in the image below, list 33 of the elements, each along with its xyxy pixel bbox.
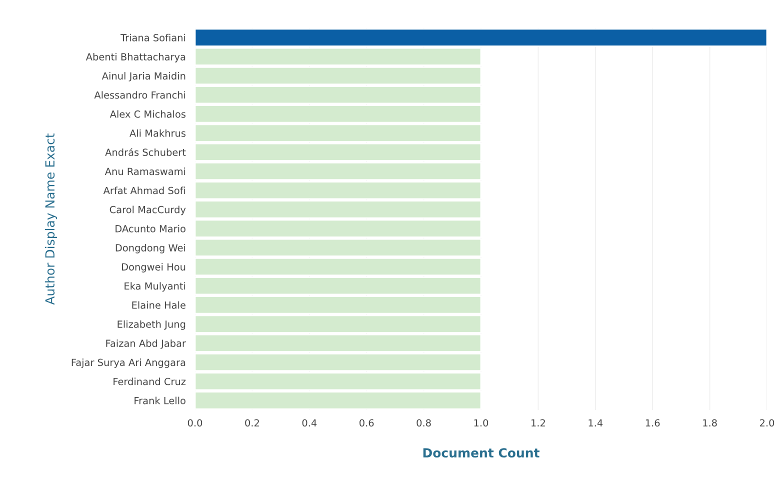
y-tick-label: Elizabeth Jung (118, 320, 186, 330)
x-tick-label: 1.0 (474, 419, 488, 427)
x-axis-title: Document Count (423, 448, 540, 458)
x-tick-label: 1.8 (703, 419, 717, 427)
y-tick-label: Ainul Jaria Maidin (102, 72, 186, 82)
y-tick-label: Dongdong Wei (116, 244, 186, 254)
x-tick-label: 0.2 (245, 419, 259, 427)
x-tick-label: 2.0 (760, 419, 774, 427)
y-tick-label: Arfat Ahmad Sofi (103, 186, 186, 194)
x-tick-label: 1.4 (588, 419, 603, 426)
y-axis-title: Author Display Name Exact (44, 133, 58, 305)
x-tick-label: 0.0 (188, 419, 202, 427)
x-tick-label: 0.8 (416, 419, 431, 427)
y-tick-label: Fajar Surya Ari Anggara (72, 358, 186, 368)
x-tick-label: 0.4 (302, 419, 317, 427)
y-tick-label: András Schubert (105, 148, 186, 156)
y-tick-label: DAcunto Mario (116, 224, 186, 232)
x-tick-label: 1.6 (646, 419, 660, 427)
y-tick-label: Elaine Hale (132, 301, 186, 309)
y-tick-label: Ali Makhrus (130, 129, 186, 137)
y-tick-label: Ferdinand Cruz (114, 378, 186, 386)
y-tick-label: Frank Lello (134, 396, 186, 404)
y-tick-label: Faizan Abd Jabar (106, 339, 186, 349)
y-tick-label: Alessandro Franchi (94, 91, 186, 99)
y-tick-label: Abenti Bhattacharya (86, 52, 186, 62)
y-tick-label: Carol MacCurdy (110, 206, 186, 216)
x-tick-label: 0.6 (360, 419, 374, 427)
y-tick-label: Dongwei Hou (122, 263, 186, 272)
x-tick-label: 1.2 (532, 419, 545, 426)
y-tick-label: Anu Ramaswami (104, 168, 186, 176)
y-tick-label: Alex C Michalos (110, 110, 186, 118)
y-tick-label: Triana Sofiani (120, 34, 186, 42)
y-tick-label: Eka Mulyanti (124, 282, 186, 292)
